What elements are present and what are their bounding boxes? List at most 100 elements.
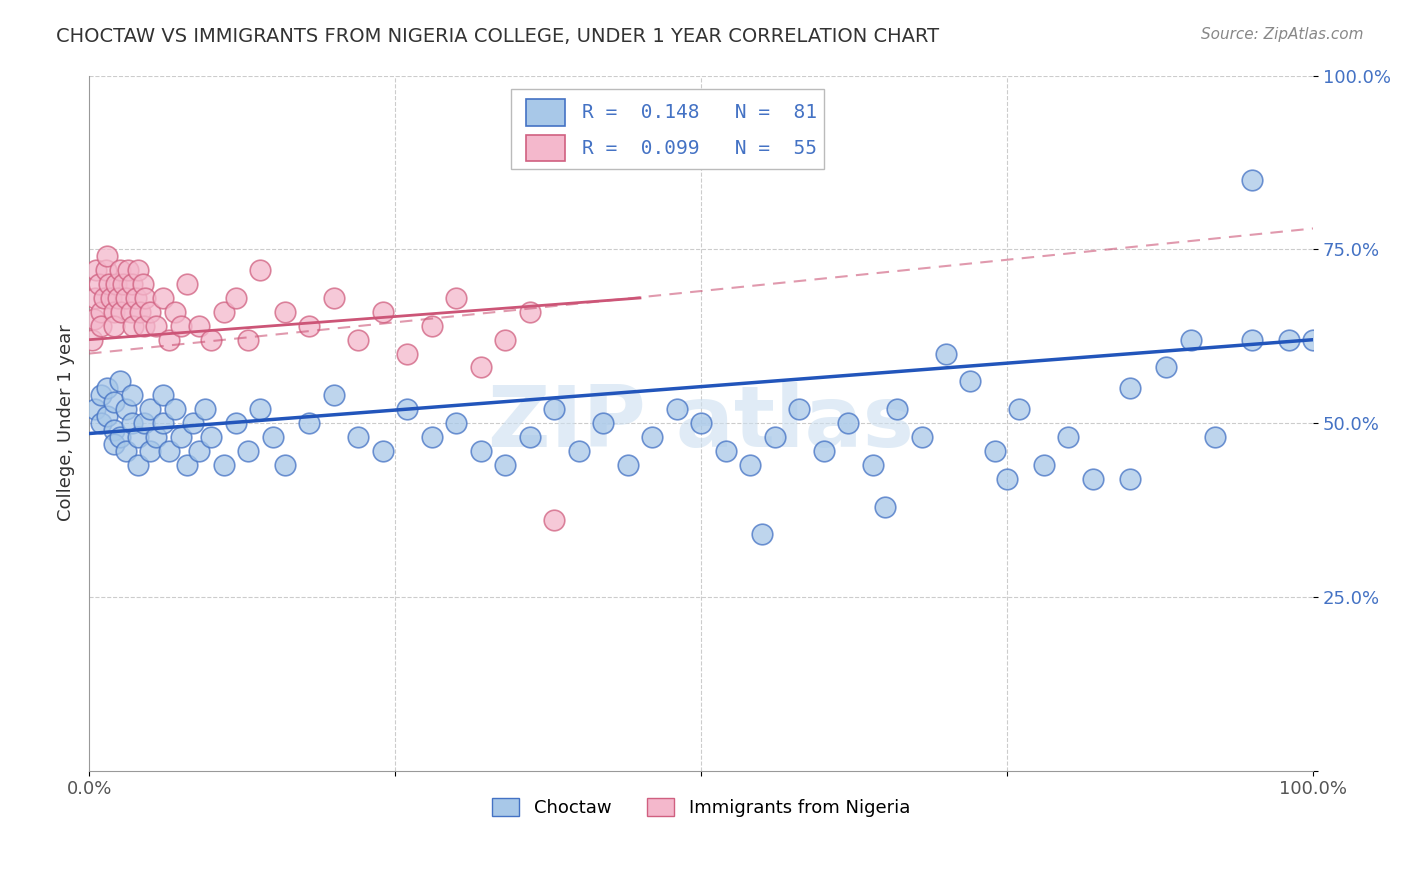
Point xyxy=(935,346,957,360)
Point xyxy=(886,402,908,417)
Point xyxy=(114,291,136,305)
Point xyxy=(225,291,247,305)
Point xyxy=(96,409,118,424)
Point xyxy=(188,318,211,333)
Point xyxy=(995,472,1018,486)
Point xyxy=(121,416,143,430)
Point xyxy=(127,458,149,472)
Text: R =  0.099   N =  55: R = 0.099 N = 55 xyxy=(582,139,817,158)
Point xyxy=(1118,381,1140,395)
Point xyxy=(96,249,118,263)
Bar xyxy=(526,99,565,126)
Point xyxy=(157,444,180,458)
Point xyxy=(322,388,344,402)
Point xyxy=(910,430,932,444)
Point xyxy=(371,305,394,319)
Point xyxy=(1204,430,1226,444)
Point xyxy=(200,430,222,444)
Point xyxy=(1156,360,1178,375)
Point xyxy=(470,444,492,458)
Point xyxy=(108,375,131,389)
Point xyxy=(984,444,1007,458)
FancyBboxPatch shape xyxy=(512,89,824,169)
Point xyxy=(238,333,260,347)
Point xyxy=(494,333,516,347)
Text: CHOCTAW VS IMMIGRANTS FROM NIGERIA COLLEGE, UNDER 1 YEAR CORRELATION CHART: CHOCTAW VS IMMIGRANTS FROM NIGERIA COLLE… xyxy=(56,27,939,45)
Point xyxy=(84,291,107,305)
Point xyxy=(139,305,162,319)
Point xyxy=(103,423,125,437)
Bar xyxy=(526,135,565,161)
Point xyxy=(1241,173,1264,187)
Point xyxy=(1118,472,1140,486)
Point xyxy=(145,430,167,444)
Point xyxy=(107,291,129,305)
Point xyxy=(84,402,107,417)
Point xyxy=(396,346,419,360)
Point xyxy=(96,381,118,395)
Point xyxy=(763,430,786,444)
Point xyxy=(105,277,128,291)
Point xyxy=(1008,402,1031,417)
Point xyxy=(170,318,193,333)
Point xyxy=(665,402,688,417)
Point xyxy=(592,416,614,430)
Point xyxy=(134,318,156,333)
Point xyxy=(420,430,443,444)
Point xyxy=(714,444,737,458)
Point xyxy=(100,291,122,305)
Point xyxy=(862,458,884,472)
Point xyxy=(176,277,198,291)
Point xyxy=(124,291,146,305)
Point xyxy=(616,458,638,472)
Point xyxy=(813,444,835,458)
Point xyxy=(134,291,156,305)
Point xyxy=(641,430,664,444)
Point xyxy=(446,291,468,305)
Point xyxy=(96,263,118,277)
Point xyxy=(139,402,162,417)
Point xyxy=(122,318,145,333)
Point xyxy=(519,305,541,319)
Point xyxy=(347,430,370,444)
Point xyxy=(494,458,516,472)
Point xyxy=(274,305,297,319)
Text: ZIP atlas: ZIP atlas xyxy=(488,382,914,465)
Point xyxy=(543,513,565,527)
Point xyxy=(120,305,142,319)
Point xyxy=(112,277,135,291)
Point xyxy=(212,458,235,472)
Point xyxy=(194,402,217,417)
Point xyxy=(152,291,174,305)
Point xyxy=(873,500,896,514)
Point xyxy=(181,416,204,430)
Point xyxy=(132,277,155,291)
Point xyxy=(568,444,591,458)
Point xyxy=(114,402,136,417)
Point xyxy=(837,416,859,430)
Point xyxy=(470,360,492,375)
Point xyxy=(274,458,297,472)
Point xyxy=(108,263,131,277)
Y-axis label: College, Under 1 year: College, Under 1 year xyxy=(58,325,75,522)
Point xyxy=(188,444,211,458)
Point xyxy=(298,416,321,430)
Point xyxy=(519,430,541,444)
Point xyxy=(740,458,762,472)
Point xyxy=(1241,333,1264,347)
Point xyxy=(751,527,773,541)
Point xyxy=(420,318,443,333)
Text: Source: ZipAtlas.com: Source: ZipAtlas.com xyxy=(1201,27,1364,42)
Point xyxy=(347,333,370,347)
Point xyxy=(152,416,174,430)
Point xyxy=(103,305,125,319)
Point xyxy=(117,263,139,277)
Point xyxy=(108,430,131,444)
Point xyxy=(690,416,713,430)
Point xyxy=(97,277,120,291)
Point xyxy=(134,416,156,430)
Point xyxy=(176,458,198,472)
Point xyxy=(90,318,112,333)
Point xyxy=(396,402,419,417)
Point xyxy=(110,305,132,319)
